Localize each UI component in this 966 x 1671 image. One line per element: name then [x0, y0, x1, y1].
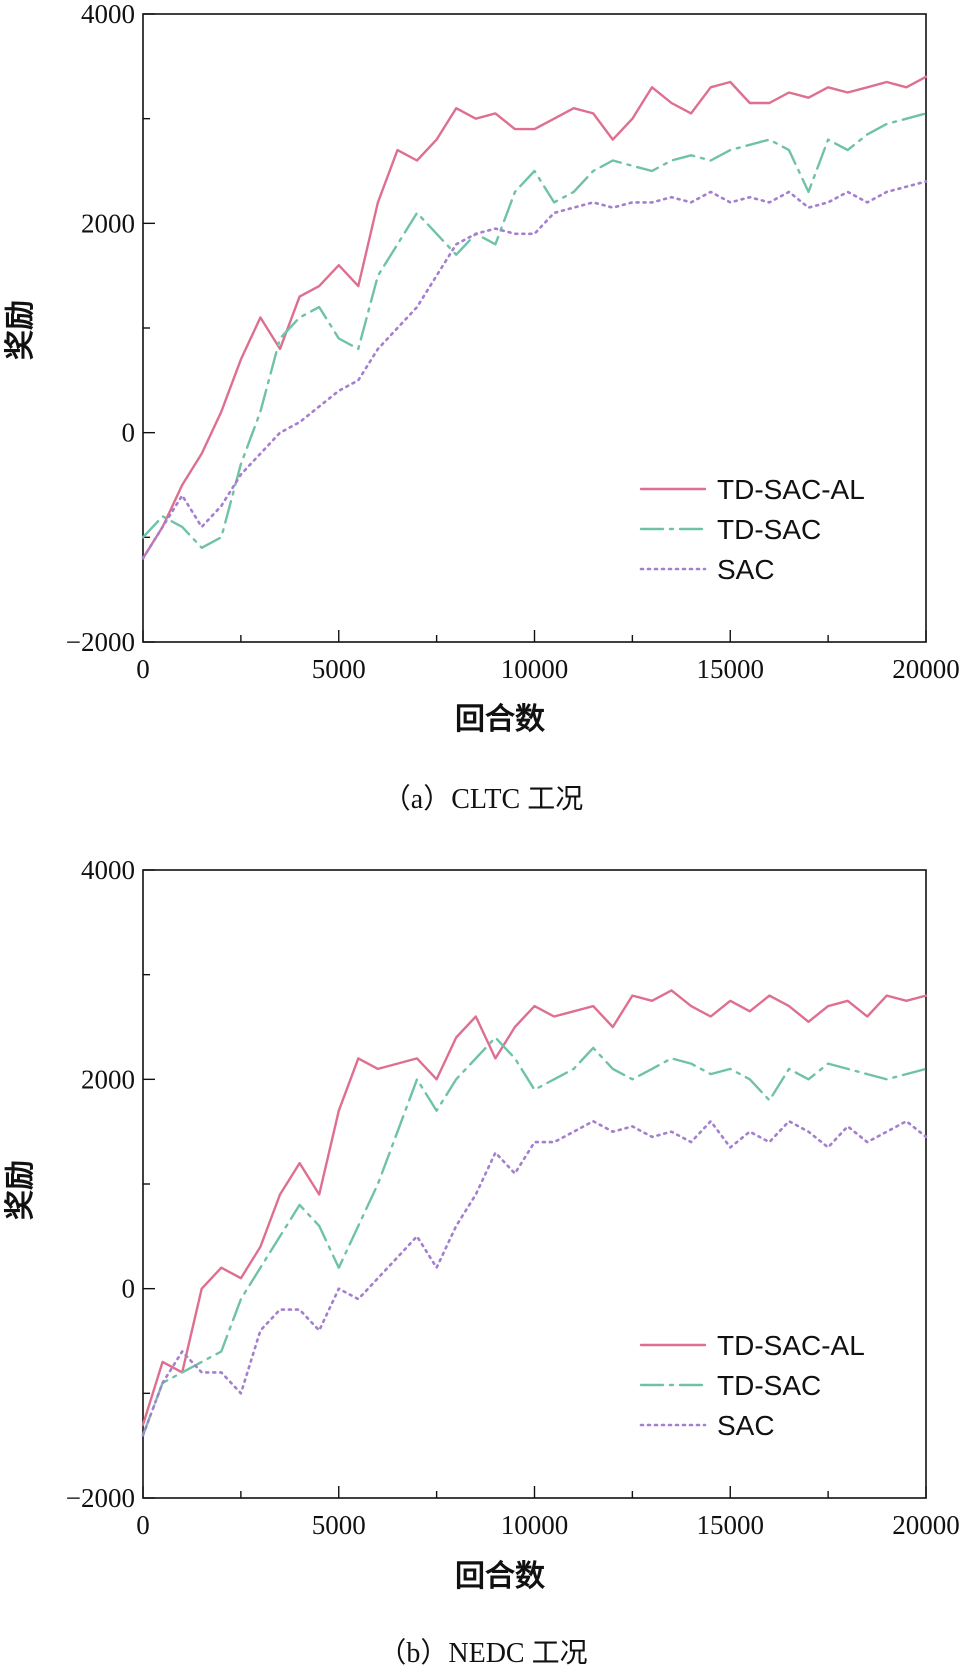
legend-label: SAC — [717, 554, 775, 585]
y-tick-label: 0 — [122, 1274, 136, 1304]
series-line-td-sac — [141, 112, 928, 549]
plot-frame-a — [142, 13, 927, 643]
y-axis-title-b: 奖励 — [3, 1160, 38, 1220]
y-axis-title-a: 奖励 — [3, 300, 38, 360]
plot-frame-b — [142, 869, 927, 1499]
x-axis-title-a: 回合数 — [455, 702, 546, 737]
x-tick-label: 0 — [136, 1510, 150, 1540]
series-line-td-sac — [141, 1036, 928, 1437]
y-tick-label: 2000 — [81, 208, 135, 238]
y-tick-label: 4000 — [81, 0, 135, 29]
legend-label: TD-SAC-AL — [717, 1330, 865, 1361]
series-line-td-sac-al — [141, 75, 928, 560]
y-tick-label: 0 — [122, 418, 136, 448]
legend-label: TD-SAC — [717, 1370, 821, 1401]
x-axis-title-b: 回合数 — [455, 1559, 546, 1594]
x-tick-label: 5000 — [312, 1510, 366, 1540]
legend-label: TD-SAC — [717, 514, 821, 545]
caption-a: （a）CLTC 工况 — [383, 783, 583, 815]
y-tick-label: 4000 — [81, 855, 135, 885]
x-tick-label: 20000 — [892, 654, 960, 684]
series-line-td-sac-al — [141, 989, 928, 1426]
x-tick-label: 20000 — [892, 1510, 960, 1540]
y-tick-label: −2000 — [66, 1483, 135, 1513]
x-tick-label: 15000 — [697, 1510, 765, 1540]
x-tick-label: 10000 — [501, 654, 569, 684]
legend-label: SAC — [717, 1410, 775, 1441]
x-tick-label: 10000 — [501, 1510, 569, 1540]
x-tick-label: 5000 — [312, 654, 366, 684]
y-tick-label: 2000 — [81, 1064, 135, 1094]
legend-label: TD-SAC-AL — [717, 474, 865, 505]
series-line-sac — [141, 1119, 928, 1437]
series-line-sac — [141, 180, 928, 560]
caption-b: （b）NEDC 工况 — [378, 1637, 587, 1669]
x-tick-label: 0 — [136, 654, 150, 684]
y-tick-label: −2000 — [66, 627, 135, 657]
x-tick-label: 15000 — [697, 654, 765, 684]
